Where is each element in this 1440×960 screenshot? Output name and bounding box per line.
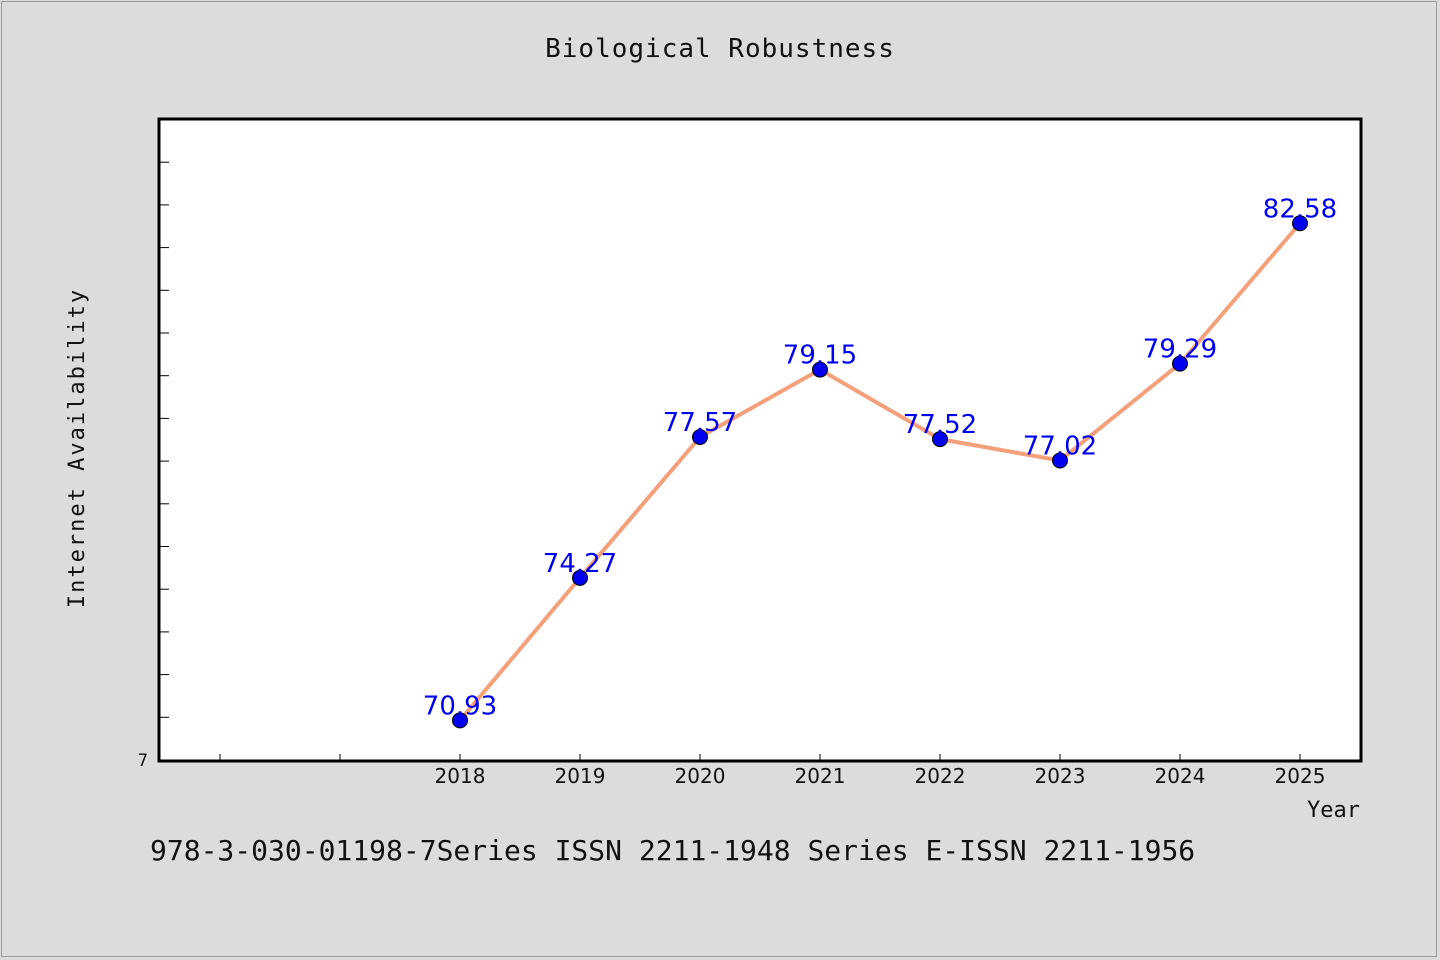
data-label: 70.93 — [423, 691, 497, 721]
data-point — [812, 361, 828, 378]
x-tick-label: 2019 — [555, 764, 606, 788]
x-tick-label: 2025 — [1275, 764, 1326, 788]
data-label: 77.57 — [663, 408, 737, 438]
data-point — [692, 429, 708, 446]
x-tick-label: 2022 — [915, 764, 966, 788]
series-line-group — [458, 221, 1302, 723]
data-label: 77.02 — [1023, 431, 1097, 461]
x-tick-label: 2020 — [675, 764, 726, 788]
data-label: 77.52 — [903, 410, 977, 440]
x-axis-label: Year — [1307, 798, 1360, 823]
y-axis-label: Internet Availability — [65, 288, 90, 608]
y-axis-ticks — [160, 161, 169, 718]
plot-area — [157, 117, 1363, 763]
x-tick-label: 2021 — [795, 764, 846, 788]
data-point — [572, 569, 588, 586]
y-tick-label: 7 — [138, 751, 148, 771]
data-label: 74.27 — [543, 549, 617, 579]
data-point — [1052, 452, 1068, 469]
data-label: 79.29 — [1143, 335, 1217, 365]
data-label: 82.58 — [1263, 194, 1337, 224]
data-point — [452, 712, 468, 729]
data-points — [452, 215, 1308, 729]
x-tick-label: 2024 — [1155, 764, 1206, 788]
footer-text: 978-3-030-01198-7Series ISSN 2211-1948 S… — [150, 834, 1196, 867]
chart-title: Biological Robustness — [545, 34, 895, 64]
x-axis-ticks: 2018 2019 2020 2021 2022 2023 2024 2025 — [219, 754, 1326, 788]
data-labels: 70.93 74.27 77.57 79.15 77.52 77.02 79.29 82.58 — [423, 194, 1337, 721]
x-tick-label: 2023 — [1035, 764, 1086, 788]
data-point — [932, 431, 948, 448]
x-tick-label: 2018 — [435, 764, 486, 788]
data-point — [1172, 355, 1188, 372]
data-point — [1292, 215, 1308, 232]
data-label: 79.15 — [783, 341, 857, 371]
series-line — [458, 221, 1302, 723]
